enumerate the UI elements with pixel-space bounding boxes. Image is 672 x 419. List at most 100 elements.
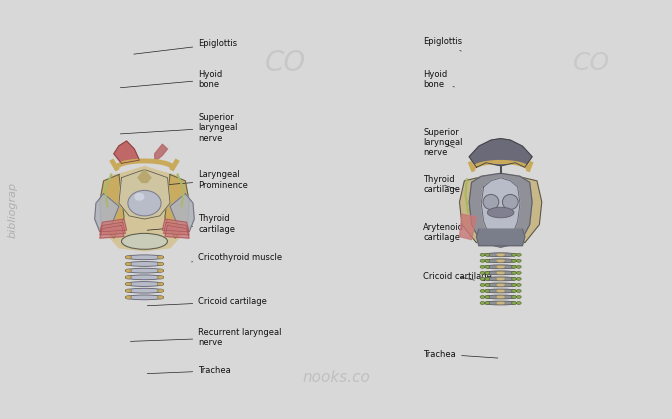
Polygon shape — [100, 225, 124, 238]
Polygon shape — [100, 222, 125, 235]
Ellipse shape — [125, 256, 132, 259]
Ellipse shape — [484, 277, 517, 281]
Text: Superior
laryngeal
nerve: Superior laryngeal nerve — [120, 113, 238, 143]
Circle shape — [511, 302, 516, 305]
Ellipse shape — [496, 259, 505, 262]
Circle shape — [485, 259, 490, 262]
Ellipse shape — [125, 261, 163, 266]
Ellipse shape — [125, 268, 163, 273]
Text: Cricoid cartilage: Cricoid cartilage — [147, 297, 267, 306]
Circle shape — [480, 302, 485, 305]
Circle shape — [485, 290, 490, 292]
Text: Cricothyroid muscle: Cricothyroid muscle — [192, 253, 282, 262]
Polygon shape — [469, 139, 532, 167]
Ellipse shape — [125, 282, 132, 286]
Ellipse shape — [496, 283, 505, 287]
Text: Laryngeal
Prominence: Laryngeal Prominence — [147, 171, 248, 190]
Circle shape — [516, 295, 521, 298]
Circle shape — [511, 272, 516, 274]
Polygon shape — [100, 219, 126, 232]
Ellipse shape — [484, 253, 517, 257]
Ellipse shape — [125, 289, 132, 292]
Ellipse shape — [503, 194, 518, 210]
Polygon shape — [155, 144, 167, 162]
Ellipse shape — [157, 296, 164, 299]
Polygon shape — [163, 219, 190, 232]
Circle shape — [511, 283, 516, 287]
Circle shape — [511, 277, 516, 280]
Ellipse shape — [496, 277, 505, 281]
Ellipse shape — [125, 282, 163, 287]
Ellipse shape — [125, 255, 163, 260]
Circle shape — [511, 259, 516, 262]
Text: Epiglottis: Epiglottis — [423, 37, 462, 51]
Circle shape — [516, 253, 521, 256]
Circle shape — [480, 283, 485, 287]
Ellipse shape — [157, 269, 164, 272]
Circle shape — [480, 253, 485, 256]
Polygon shape — [102, 166, 187, 251]
Polygon shape — [460, 176, 484, 243]
Ellipse shape — [157, 289, 164, 292]
Ellipse shape — [484, 301, 517, 305]
Ellipse shape — [484, 259, 517, 263]
Text: Hyoid
bone: Hyoid bone — [120, 70, 222, 89]
Circle shape — [485, 295, 490, 298]
Circle shape — [516, 283, 521, 287]
Ellipse shape — [484, 265, 517, 269]
Ellipse shape — [157, 276, 164, 279]
Polygon shape — [517, 176, 542, 243]
Polygon shape — [165, 174, 190, 238]
Ellipse shape — [122, 233, 167, 249]
Circle shape — [516, 259, 521, 262]
Circle shape — [511, 290, 516, 292]
Polygon shape — [460, 214, 476, 240]
Polygon shape — [114, 141, 139, 163]
Circle shape — [511, 265, 516, 268]
Ellipse shape — [125, 288, 163, 293]
Polygon shape — [165, 225, 190, 238]
Text: Superior
laryngeal
nerve: Superior laryngeal nerve — [423, 127, 463, 158]
Polygon shape — [170, 194, 194, 232]
Ellipse shape — [496, 265, 505, 269]
Circle shape — [485, 272, 490, 274]
Circle shape — [480, 259, 485, 262]
Ellipse shape — [484, 283, 517, 287]
Ellipse shape — [483, 194, 499, 210]
Polygon shape — [164, 222, 190, 235]
Ellipse shape — [496, 253, 505, 256]
Ellipse shape — [125, 275, 163, 280]
Text: Hyoid
bone: Hyoid bone — [423, 70, 454, 89]
Ellipse shape — [496, 289, 505, 292]
Text: bibliograp: bibliograp — [7, 181, 17, 238]
Circle shape — [516, 290, 521, 292]
Ellipse shape — [484, 289, 517, 293]
Polygon shape — [119, 170, 170, 219]
Text: Trachea: Trachea — [423, 349, 498, 359]
Circle shape — [485, 283, 490, 287]
Circle shape — [485, 253, 490, 256]
Circle shape — [511, 295, 516, 298]
Circle shape — [516, 272, 521, 274]
Ellipse shape — [125, 295, 163, 300]
Circle shape — [516, 265, 521, 268]
Ellipse shape — [496, 295, 505, 299]
Ellipse shape — [157, 256, 164, 259]
Circle shape — [480, 265, 485, 268]
Text: Trachea: Trachea — [147, 366, 231, 375]
Text: Recurrent laryngeal
nerve: Recurrent laryngeal nerve — [130, 328, 282, 347]
Polygon shape — [476, 229, 525, 246]
Ellipse shape — [125, 296, 132, 299]
Text: CO: CO — [265, 49, 306, 77]
Text: Thyroid
cartilage: Thyroid cartilage — [147, 215, 235, 234]
Polygon shape — [138, 170, 151, 182]
Polygon shape — [100, 174, 124, 238]
Text: Epiglottis: Epiglottis — [134, 39, 237, 54]
Polygon shape — [95, 194, 119, 232]
Ellipse shape — [125, 276, 132, 279]
Text: nooks.co: nooks.co — [302, 370, 370, 385]
Circle shape — [511, 253, 516, 256]
Circle shape — [485, 265, 490, 268]
Circle shape — [516, 277, 521, 280]
Circle shape — [480, 272, 485, 274]
